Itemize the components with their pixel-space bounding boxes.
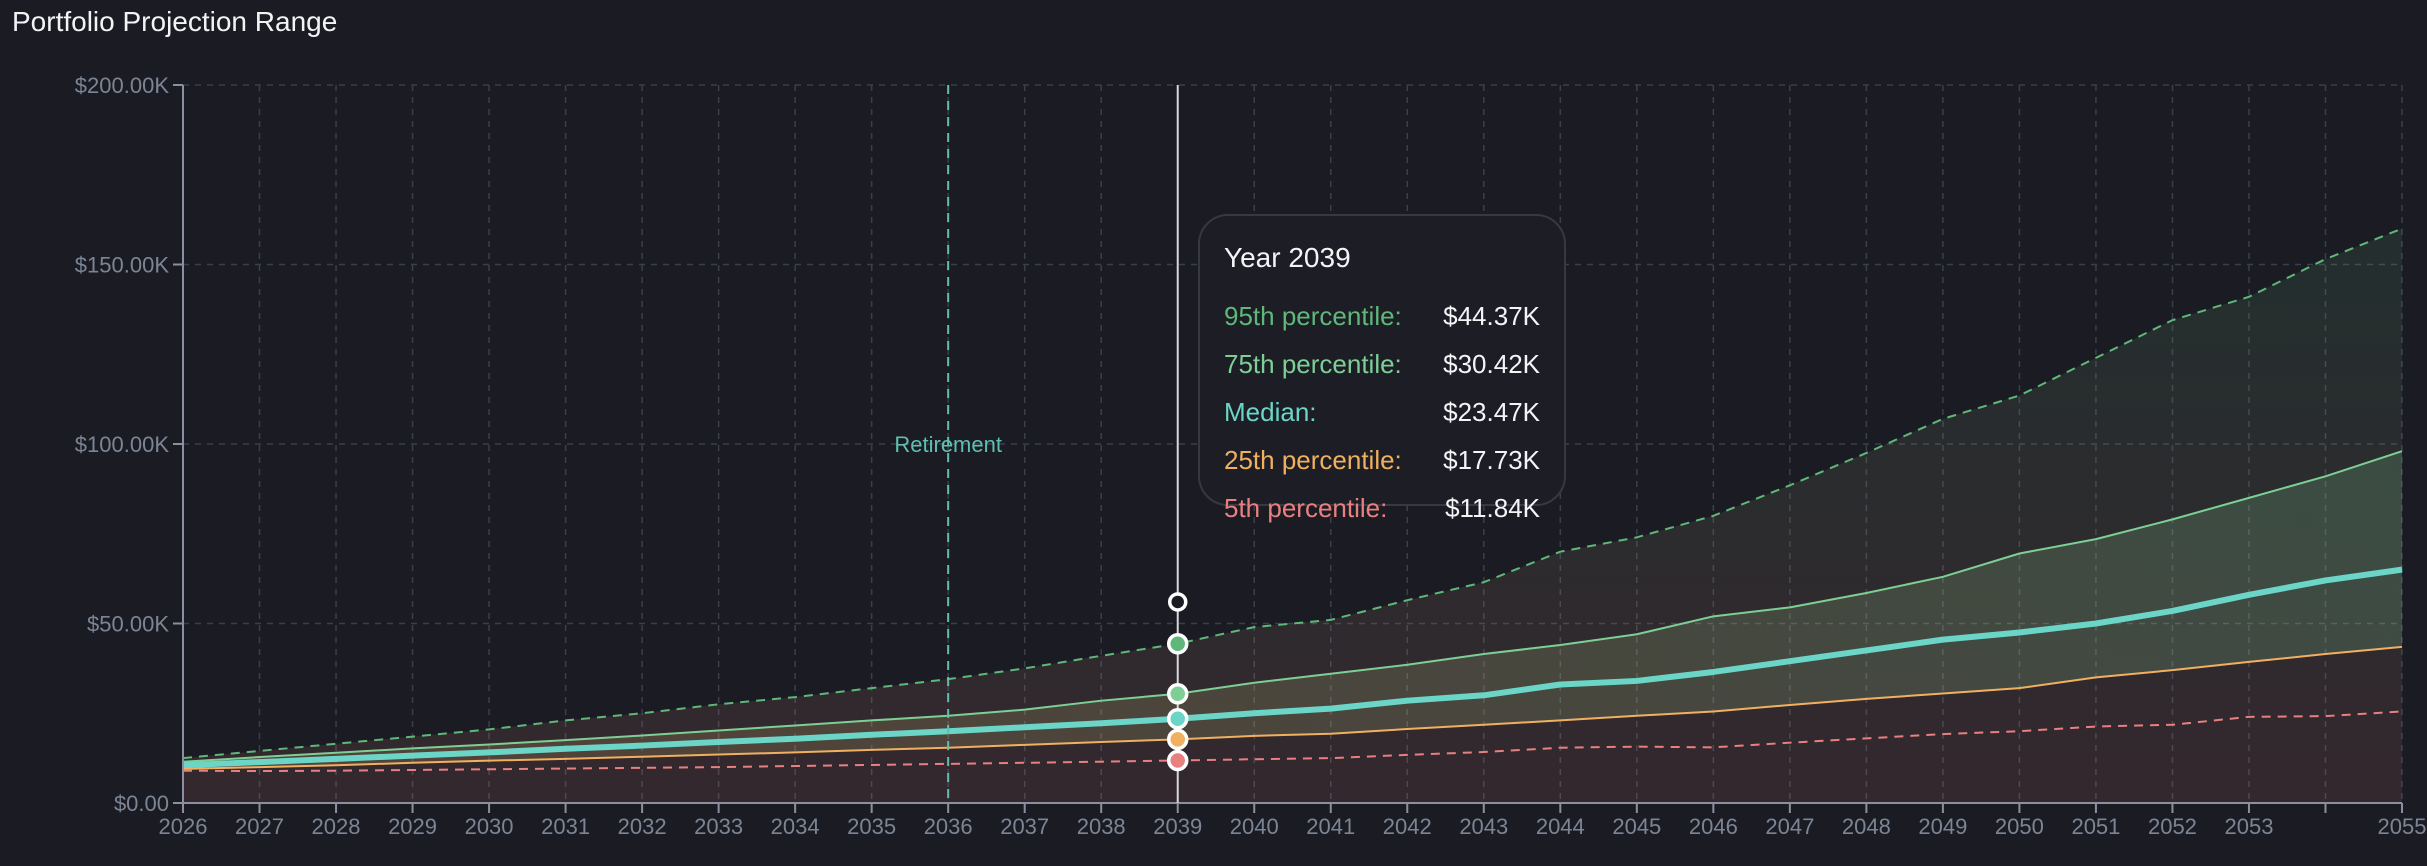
series-line-p75 (182, 450, 2403, 763)
x-tick-label: 2026 (159, 814, 208, 839)
tooltip-value: $11.84K (1445, 492, 1540, 523)
x-tick-label: 2048 (1842, 814, 1891, 839)
x-tick-label: 2055 (2378, 814, 2427, 839)
hover-point-p5 (1166, 749, 1189, 772)
tooltip: Year 2039 95th percentile: $44.37K 75th pe… (1198, 214, 1566, 523)
x-tick-label: 2029 (388, 814, 437, 839)
area-25-75 (183, 451, 2402, 769)
tooltip-row: 75th percentile: $30.42K (1224, 340, 1540, 388)
x-tick-label: 2053 (2224, 814, 2273, 839)
chart-title: Portfolio Projection Range (12, 6, 338, 37)
hover-point-p95 (1166, 632, 1189, 655)
tooltip-value: $23.47K (1443, 396, 1540, 427)
x-tick-label: 2052 (2148, 814, 2197, 839)
x-tick-label: 2032 (618, 814, 667, 839)
retirement-label: Retirement (894, 432, 1002, 457)
x-tick-label: 2045 (1612, 814, 1661, 839)
x-tick-label: 2027 (235, 814, 284, 839)
y-tick-label: $150.00K (75, 253, 170, 278)
x-tick-label: 2042 (1383, 814, 1432, 839)
tooltip-label: 95th percentile: (1224, 300, 1402, 331)
x-tick-label: 2046 (1689, 814, 1738, 839)
x-tick-label: 2033 (694, 814, 743, 839)
y-tick-label: $50.00K (87, 612, 169, 637)
x-tick-label: 2030 (465, 814, 514, 839)
x-tick-label: 2041 (1306, 814, 1355, 839)
series-line-p25 (182, 645, 2403, 770)
hover-point-p25 (1166, 728, 1189, 751)
x-tick-label: 2034 (771, 814, 820, 839)
tooltip-row: Median: $23.47K (1224, 388, 1540, 436)
hover-marker (1167, 592, 1188, 612)
tooltip-label: 25th percentile: (1224, 444, 1402, 475)
x-tick-label: 2038 (1077, 814, 1126, 839)
x-tick-label: 2049 (1918, 814, 1967, 839)
y-tick-label: $100.00K (75, 432, 170, 457)
x-tick-label: 2043 (1459, 814, 1508, 839)
hover-point-p75 (1166, 683, 1189, 705)
tooltip-row: 95th percentile: $44.37K (1224, 292, 1540, 340)
tooltip-value: $44.37K (1443, 300, 1540, 331)
y-tick-label: $0.00 (114, 791, 169, 816)
tooltip-value: $30.42K (1443, 348, 1540, 379)
series-line-p95 (182, 227, 2403, 760)
x-tick-label: 2035 (847, 814, 896, 839)
tooltip-value: $17.73K (1443, 444, 1540, 475)
x-tick-label: 2036 (924, 814, 973, 839)
x-tick-label: 2044 (1536, 814, 1585, 839)
x-tick-label: 2031 (541, 814, 590, 839)
x-tick-label: 2051 (2071, 814, 2120, 839)
series-line-median (182, 566, 2403, 769)
tooltip-header: Year 2039 (1224, 242, 1351, 273)
tooltip-label: 5th percentile: (1224, 492, 1388, 523)
tooltip-row: 5th percentile: $11.84K (1224, 484, 1540, 532)
x-tick-label: 2047 (1765, 814, 1814, 839)
tooltip-label: 75th percentile: (1224, 348, 1402, 379)
series-line-p5 (182, 710, 2403, 773)
x-tick-label: 2050 (1995, 814, 2044, 839)
x-tick-label: 2028 (312, 814, 361, 839)
x-tick-label: 2037 (1000, 814, 1049, 839)
x-tick-label: 2040 (1230, 814, 1279, 839)
tooltip-label: Median: (1224, 396, 1317, 427)
y-tick-label: $200.00K (75, 73, 170, 98)
hover-point-median (1166, 707, 1189, 730)
tooltip-row: 25th percentile: $17.73K (1224, 436, 1540, 484)
x-tick-label: 2039 (1153, 814, 1202, 839)
